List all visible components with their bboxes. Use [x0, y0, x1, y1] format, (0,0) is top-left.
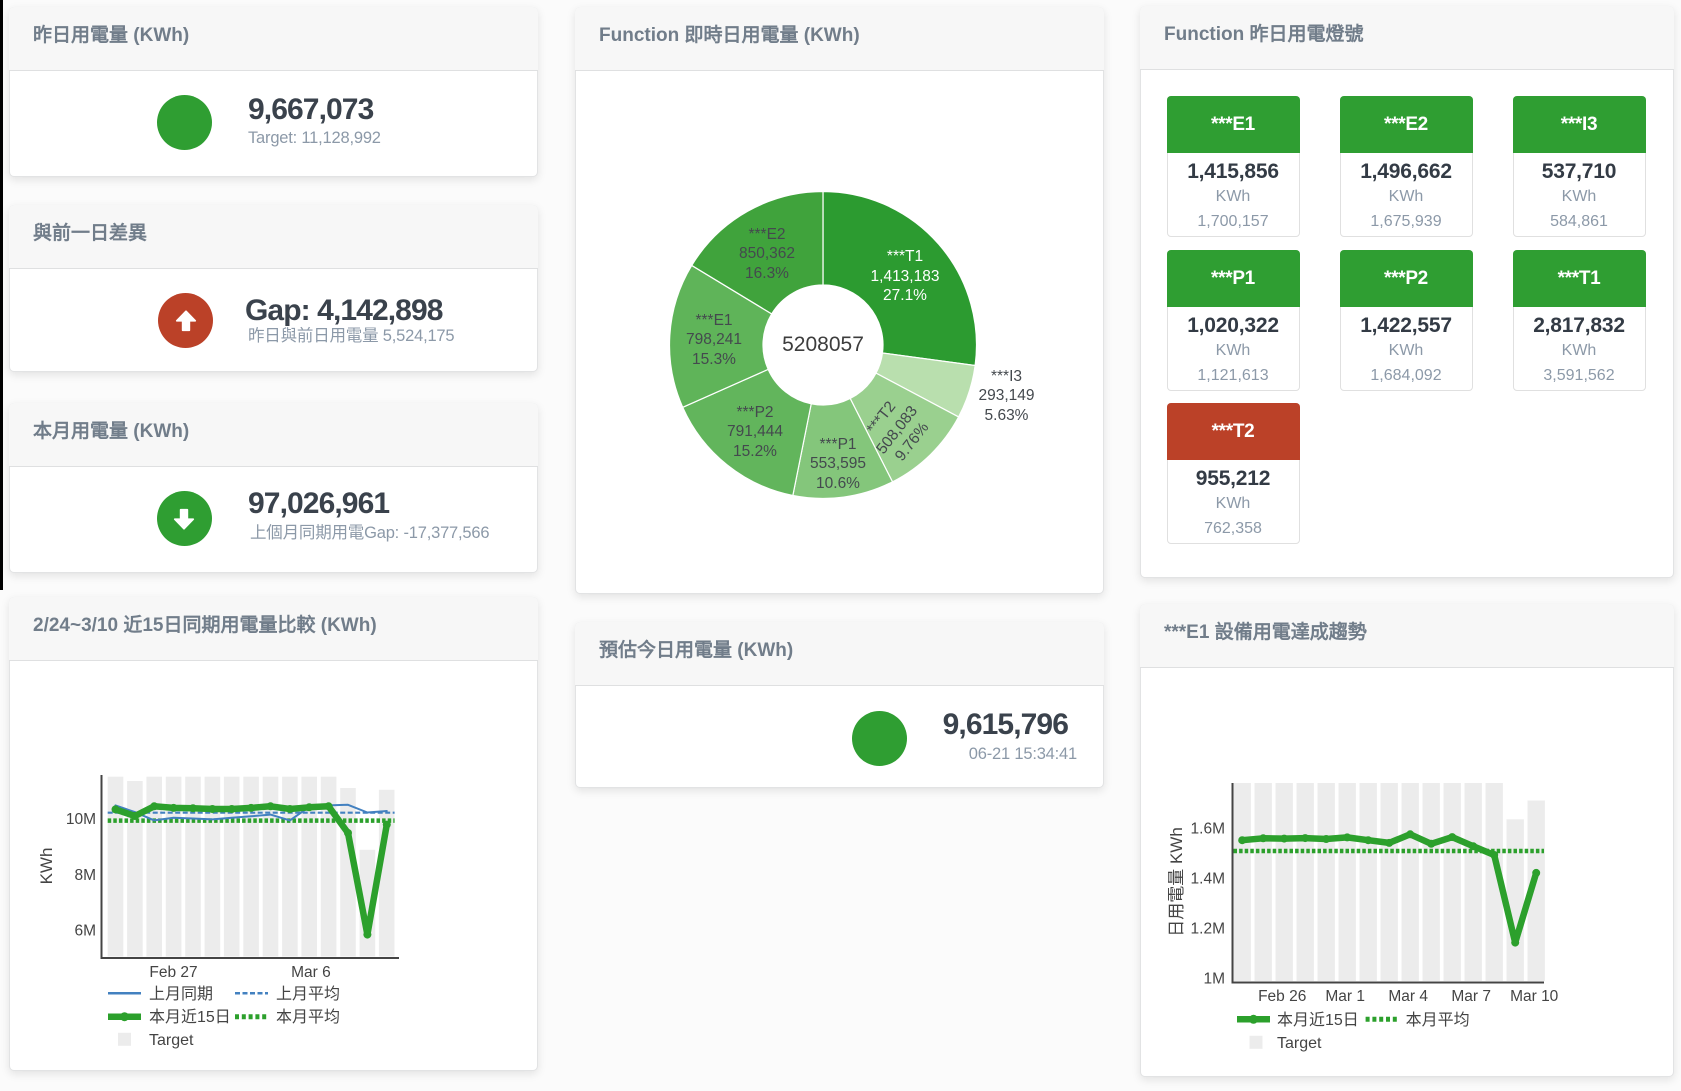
- svg-text:上月同期: 上月同期: [149, 985, 213, 1003]
- svg-text:Mar 7: Mar 7: [1451, 988, 1491, 1005]
- svg-text:本月近15日: 本月近15日: [149, 1008, 231, 1026]
- svg-text:Target: Target: [1277, 1035, 1322, 1052]
- svg-text:本月平均: 本月平均: [276, 1008, 340, 1026]
- svg-text:6M: 6M: [74, 923, 96, 940]
- svg-text:1.4M: 1.4M: [1191, 871, 1225, 888]
- svg-text:Mar 4: Mar 4: [1388, 988, 1428, 1005]
- svg-text:本月平均: 本月平均: [1406, 1011, 1470, 1029]
- svg-text:1.6M: 1.6M: [1191, 821, 1225, 838]
- svg-text:日用電量 KWh: 日用電量 KWh: [1167, 827, 1186, 937]
- svg-text:10M: 10M: [66, 811, 96, 828]
- svg-text:Feb 26: Feb 26: [1258, 988, 1306, 1005]
- svg-text:Mar 6: Mar 6: [291, 964, 331, 981]
- svg-text:1M: 1M: [1203, 971, 1225, 988]
- svg-text:Mar 10: Mar 10: [1510, 988, 1559, 1005]
- svg-text:KWh: KWh: [37, 848, 56, 885]
- svg-text:Mar 1: Mar 1: [1325, 988, 1365, 1005]
- svg-text:Feb 27: Feb 27: [149, 964, 197, 981]
- svg-text:8M: 8M: [74, 867, 96, 884]
- svg-text:Target: Target: [149, 1032, 194, 1049]
- svg-text:1.2M: 1.2M: [1191, 921, 1225, 938]
- svg-text:本月近15日: 本月近15日: [1277, 1011, 1359, 1029]
- svg-text:上月平均: 上月平均: [276, 985, 340, 1003]
